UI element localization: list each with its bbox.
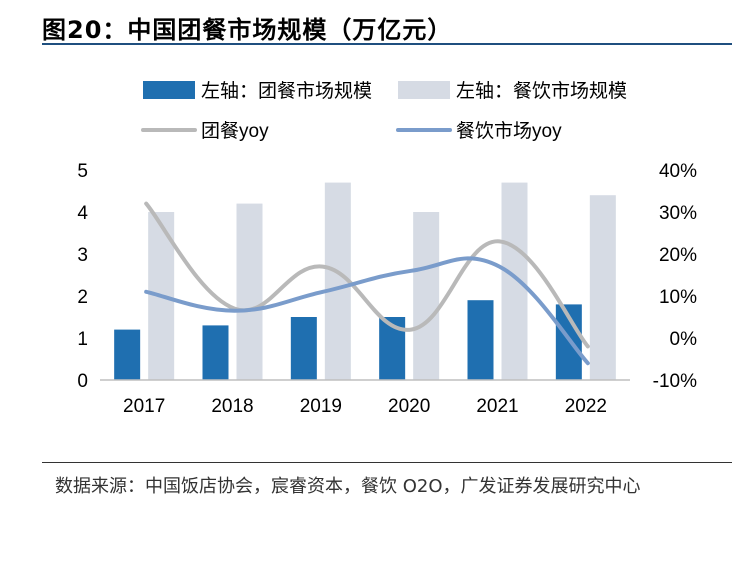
- y-left-tick-label: 5: [77, 161, 88, 182]
- bar-group-catering: [202, 325, 229, 380]
- x-tick-label: 2021: [476, 396, 518, 417]
- line-group-catering-yoy: [144, 201, 590, 349]
- y-left-tick-label: 0: [77, 371, 88, 392]
- title-divider: [42, 43, 732, 45]
- bar-catering-market: [501, 182, 528, 380]
- line-catering-market-yoy: [144, 256, 590, 366]
- x-tick-label: 2019: [300, 396, 342, 417]
- bar-group-catering: [290, 317, 317, 380]
- bar-group-catering: [114, 329, 141, 380]
- y-right-tick-label: 30%: [659, 203, 697, 224]
- x-tick-label: 2022: [565, 396, 607, 417]
- legend-label: 左轴：餐饮市场规模: [456, 80, 627, 102]
- title-row: 图20：中国团餐市场规模（万亿元）: [42, 6, 732, 44]
- y-right-tick-label: -10%: [653, 371, 697, 392]
- legend-label: 团餐yoy: [201, 120, 269, 142]
- source-divider: [42, 462, 732, 463]
- y-right-tick-label: 40%: [659, 161, 697, 182]
- x-tick-label: 2020: [388, 396, 430, 417]
- y-right-tick-label: 0%: [670, 329, 698, 350]
- bar-group-catering: [467, 300, 494, 380]
- legend-label: 左轴：团餐市场规模: [201, 80, 372, 102]
- legend-swatch-bar: [143, 81, 195, 99]
- y-left-tick-label: 1: [77, 329, 88, 350]
- x-tick-label: 2018: [211, 396, 253, 417]
- y-left-tick-label: 2: [77, 287, 88, 308]
- bar-catering-market: [413, 212, 440, 380]
- bar-catering-market: [589, 195, 616, 380]
- y-right-tick-label: 20%: [659, 245, 697, 266]
- y-left-tick-label: 3: [77, 245, 88, 266]
- y-left-tick-label: 4: [77, 203, 88, 224]
- chart-title: 图20：中国团餐市场规模（万亿元）: [42, 16, 453, 44]
- y-right-tick-label: 10%: [659, 287, 697, 308]
- x-tick-label: 2017: [123, 396, 165, 417]
- source-note: 数据来源：中国饭店协会，宸睿资本，餐饮 O2O，广发证券发展研究中心: [55, 476, 641, 497]
- legend-swatch-bar: [398, 81, 450, 99]
- bar-catering-market: [236, 203, 263, 380]
- legend-label: 餐饮市场yoy: [456, 120, 562, 142]
